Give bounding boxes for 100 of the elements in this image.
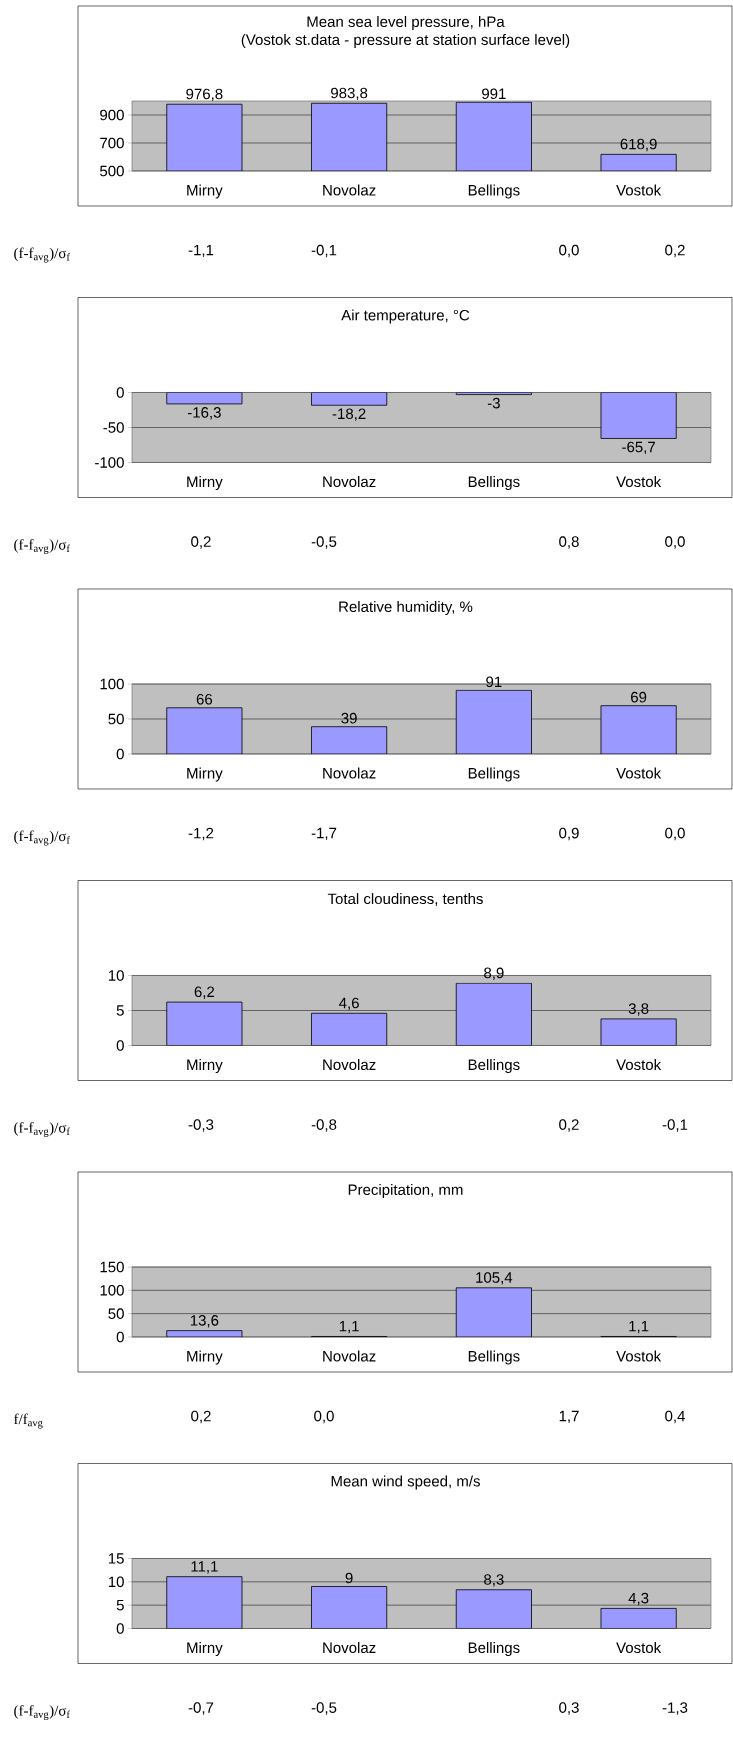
x-tick-label: Novolaz (323, 1059, 376, 1071)
text: (f-f$_{avg}$)/σ$_{f}$ (14, 539, 70, 554)
bar (311, 1586, 388, 1629)
chart-title: Relative humidity, % (339, 601, 473, 615)
y-tick-label: 5 (116, 1599, 124, 1611)
bar (600, 705, 677, 754)
text: 1,7 (559, 1410, 579, 1424)
x-tick-label: Novolaz (323, 767, 376, 779)
x-tick-label: Mirny (187, 1059, 223, 1073)
text: 0,0 (665, 536, 685, 549)
data-label: 6,2 (194, 986, 215, 999)
x-tick-label: Bellings (468, 767, 520, 782)
x-tick-label: Novolaz (323, 184, 376, 196)
text: -1,3 (662, 1702, 688, 1715)
x-tick-label: Novolaz (323, 1350, 376, 1362)
chart-title: Total cloudiness, tenths (327, 893, 483, 906)
chart-title: Mean wind speed, m/s (331, 1475, 480, 1490)
data-label: 39 (341, 712, 357, 724)
data-label: 9 (345, 1572, 353, 1584)
text: 0,2 (559, 1119, 579, 1132)
text: 0,8 (559, 536, 579, 549)
data-label: 983,8 (331, 87, 368, 101)
x-tick-label: Mirny (187, 1642, 223, 1656)
y-tick-label: 0 (116, 387, 124, 398)
text: (f-f$_{avg}$)/σ$_{f}$ (14, 247, 70, 263)
data-label: 69 (631, 691, 647, 703)
bar (600, 1608, 677, 1629)
data-label: 91 (486, 676, 502, 688)
chart-title: Mean sea level pressure, hPa (307, 16, 505, 30)
x-tick-label: Mirny (187, 1350, 223, 1365)
x-tick-label: Mirny (187, 184, 223, 199)
text: -1,7 (311, 827, 337, 841)
x-tick-label: Novolaz (323, 1642, 376, 1654)
data-label: 11,1 (191, 1561, 218, 1574)
y-tick-label: 0 (116, 748, 124, 760)
data-label: 1,1 (629, 1321, 649, 1334)
text: f/f$_{avg}$ (13, 1413, 43, 1429)
y-tick-label: 50 (108, 713, 124, 725)
x-tick-label: Bellings (468, 184, 520, 199)
y-tick-label: -100 (95, 457, 124, 468)
data-label: -18,2 (332, 408, 366, 421)
text: 0,2 (665, 244, 685, 258)
x-tick-label: Vostok (616, 767, 662, 779)
text: -0,3 (188, 1119, 214, 1132)
bar (455, 689, 532, 754)
bar (166, 1576, 243, 1629)
text: (f-f$_{avg}$)/σ$_{f}$ (14, 830, 70, 846)
chart-title: Precipitation, mm (348, 1184, 463, 1198)
text: -1,1 (188, 244, 214, 258)
text: -0,1 (311, 244, 337, 258)
y-tick-label: 5 (116, 1005, 124, 1016)
y-tick-label: 10 (108, 970, 124, 981)
text: 0,0 (314, 1410, 334, 1424)
bar (455, 1287, 532, 1337)
data-label: 105,4 (476, 1272, 513, 1285)
data-label: 66 (196, 693, 213, 705)
x-tick-label: Vostok (616, 1642, 662, 1654)
y-tick-label: 100 (100, 1285, 124, 1296)
text: (f-f$_{avg}$)/σ$_{f}$ (14, 1122, 70, 1137)
text: 0,9 (559, 827, 579, 841)
x-tick-label: Vostok (616, 476, 662, 488)
text: 0,2 (191, 536, 211, 549)
x-tick-label: Vostok (616, 184, 662, 196)
y-tick-label: 500 (100, 165, 124, 177)
chart-subtitle: (Vostok st.data - pressure at station surface level) (241, 34, 570, 48)
y-tick-label: 15 (108, 1553, 124, 1564)
x-tick-label: Bellings (468, 1642, 520, 1656)
x-tick-label: Vostok (616, 1350, 662, 1362)
text: 0,4 (665, 1410, 685, 1424)
text: -0,1 (662, 1119, 688, 1132)
x-tick-label: Novolaz (323, 476, 376, 488)
x-tick-label: Bellings (468, 1059, 520, 1073)
data-label: 4,6 (339, 997, 359, 1011)
data-label: 8,3 (484, 1574, 504, 1587)
data-label: 976,8 (186, 88, 223, 102)
y-tick-label: 150 (100, 1261, 124, 1273)
bar (311, 1012, 388, 1046)
text: 0,3 (559, 1702, 579, 1715)
y-tick-label: 0 (116, 1623, 124, 1634)
text: -0,8 (311, 1119, 337, 1132)
y-tick-label: -50 (103, 422, 124, 433)
bar (600, 1018, 677, 1046)
data-label: -3 (487, 397, 500, 409)
data-label: 991 (482, 88, 506, 100)
text: 0,2 (191, 1410, 211, 1424)
data-label: -16,3 (187, 407, 221, 420)
chart-title: Air temperature, °C (341, 309, 470, 324)
x-tick-label: Vostok (616, 1059, 662, 1071)
y-tick-label: 0 (116, 1331, 124, 1343)
data-label: 13,6 (190, 1315, 219, 1328)
text: -0,5 (311, 536, 337, 549)
x-tick-label: Bellings (468, 1350, 520, 1365)
text: 0,0 (559, 244, 579, 258)
y-tick-label: 100 (100, 678, 124, 690)
x-tick-label: Mirny (187, 476, 223, 490)
x-tick-label: Bellings (468, 476, 520, 490)
bar (166, 707, 243, 754)
data-label: 1,1 (339, 1321, 359, 1334)
bar (311, 726, 388, 754)
text: (f-f$_{avg}$)/σ$_{f}$ (14, 1705, 70, 1720)
